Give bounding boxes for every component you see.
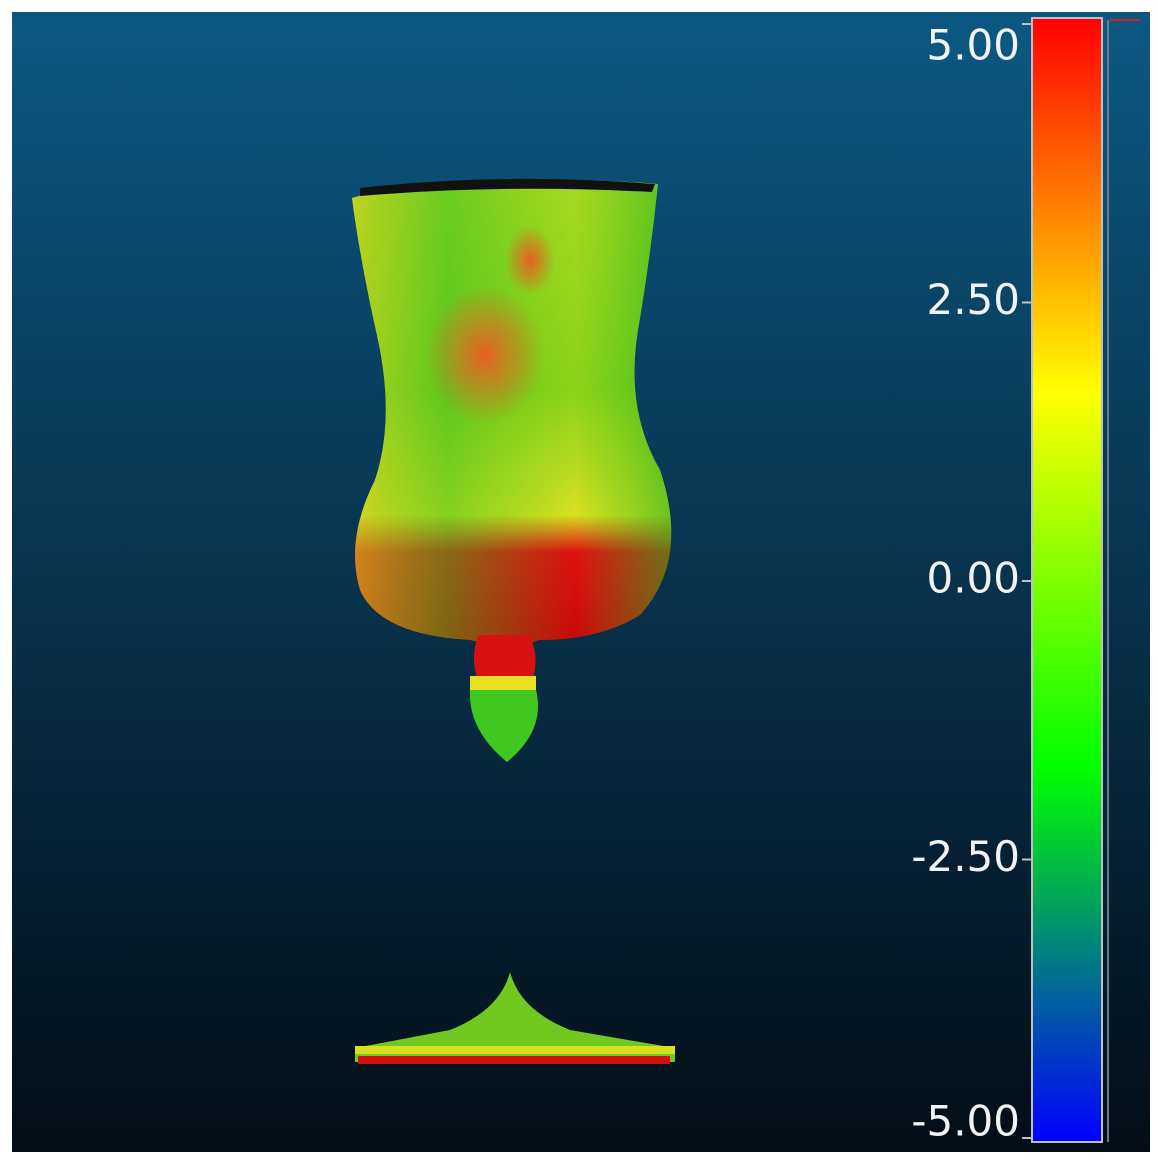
tick-label: -5.00 xyxy=(911,1097,1020,1146)
tick-label: 5.00 xyxy=(926,21,1020,70)
scan-model xyxy=(352,178,675,1064)
tick-label: -2.50 xyxy=(911,832,1020,881)
scale-ticks: 5.00 2.50 0.00 -2.50 -5.00 xyxy=(911,21,1032,1146)
tick-label: 2.50 xyxy=(926,275,1020,324)
color-bar xyxy=(1031,17,1103,1143)
tick-label: 0.00 xyxy=(926,554,1020,603)
